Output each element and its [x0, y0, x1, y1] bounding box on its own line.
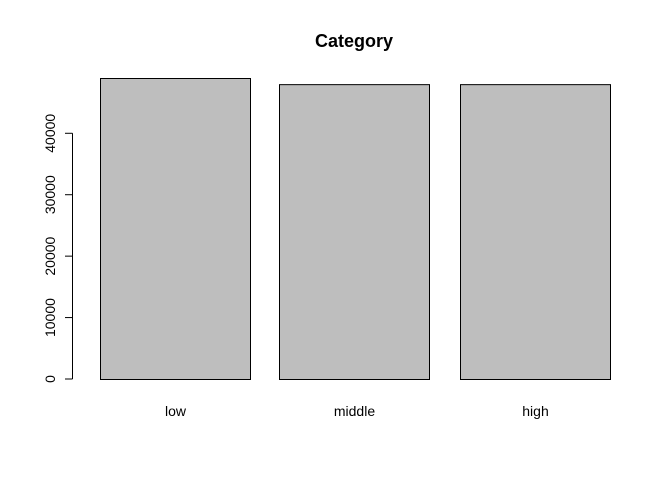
x-tick-label-low: low [165, 403, 187, 419]
bars-group [100, 78, 611, 381]
x-tick-label-high: high [522, 403, 548, 419]
y-tick-label-20000: 20000 [42, 236, 58, 275]
bar-middle [279, 84, 430, 381]
bar-low [100, 78, 251, 380]
bar-high [460, 84, 611, 381]
x-axis-labels: low middle high [165, 403, 549, 419]
y-tick-label-40000: 40000 [42, 114, 58, 153]
chart-title: Category [315, 31, 393, 51]
y-tick-label-10000: 10000 [42, 298, 58, 337]
y-tick-label-0: 0 [42, 375, 58, 383]
y-tick-label-30000: 30000 [42, 175, 58, 214]
y-axis: 0 10000 20000 30000 40000 [42, 114, 73, 383]
x-tick-label-middle: middle [334, 403, 375, 419]
